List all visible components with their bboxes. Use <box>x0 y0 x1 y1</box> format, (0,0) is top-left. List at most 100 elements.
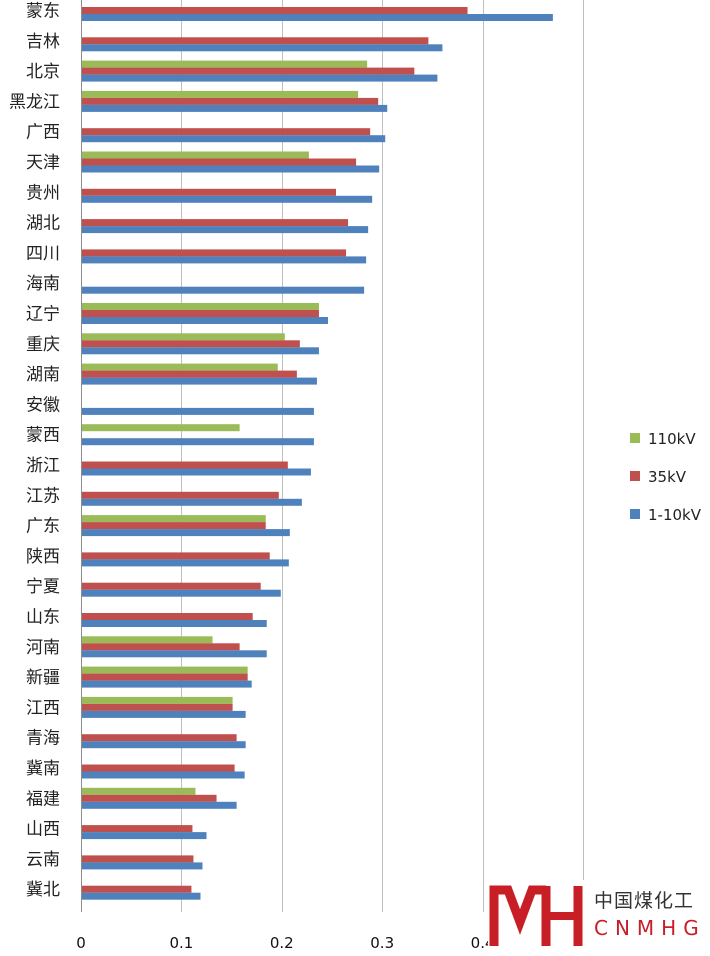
x-tick-label: 0.1 <box>169 934 193 952</box>
legend-label: 1-10kV <box>648 506 702 524</box>
bar-35kV <box>82 613 253 620</box>
bar-35kV <box>82 219 349 227</box>
bar-35kV <box>82 340 300 348</box>
bar-110kV <box>82 696 233 704</box>
bar-1-10kV <box>82 407 314 415</box>
bar-110kV <box>82 515 266 523</box>
bar-35kV <box>82 703 233 711</box>
category-label: 冀南 <box>26 759 60 779</box>
category-label: 重庆 <box>26 335 60 355</box>
bar-1-10kV <box>82 862 203 870</box>
bar-35kV <box>82 885 192 893</box>
bar-1-10kV <box>82 226 369 234</box>
bar-1-10kV <box>82 104 388 112</box>
bar-110kV <box>82 424 240 432</box>
category-label: 安徽 <box>26 395 60 415</box>
category-label: 北京 <box>26 62 60 82</box>
bar-1-10kV <box>82 892 201 900</box>
bar-35kV <box>82 370 297 378</box>
bars-layer <box>82 7 553 900</box>
bar-35kV <box>82 461 288 469</box>
bar-35kV <box>82 7 468 14</box>
category-labels: 蒙东吉林北京黑龙江广西天津贵州湖北四川海南辽宁重庆湖南安徽蒙西浙江江苏广东陕西宁… <box>9 2 60 901</box>
category-label: 新疆 <box>26 668 60 688</box>
category-label: 福建 <box>26 789 60 809</box>
category-label: 天津 <box>26 153 60 173</box>
bar-1-10kV <box>82 680 252 688</box>
bar-1-10kV <box>82 529 290 537</box>
category-label: 海南 <box>26 274 60 294</box>
bar-110kV <box>82 90 359 98</box>
bar-35kV <box>82 582 261 590</box>
bar-110kV <box>82 303 319 310</box>
bar-1-10kV <box>82 165 380 173</box>
category-label: 贵州 <box>26 183 60 203</box>
bar-1-10kV <box>82 44 443 52</box>
category-label: 吉林 <box>26 32 60 52</box>
category-label: 云南 <box>26 850 60 870</box>
bar-35kV <box>82 37 429 45</box>
category-label: 辽宁 <box>26 305 60 325</box>
category-label: 山东 <box>26 608 60 628</box>
legend: 110kV 35kV 1-10kV <box>630 430 702 524</box>
bar-1-10kV <box>82 801 237 809</box>
bar-35kV <box>82 673 248 681</box>
watermark-latin-text: CNMHG <box>594 916 706 940</box>
bar-1-10kV <box>82 771 245 779</box>
bar-35kV <box>82 522 266 530</box>
bar-1-10kV <box>82 498 302 506</box>
legend-swatch <box>630 471 640 481</box>
bar-35kV <box>82 794 217 802</box>
category-label: 青海 <box>26 729 60 749</box>
watermark-logo: 中国煤化工 CNMHG <box>488 880 710 952</box>
bar-35kV <box>82 734 237 742</box>
x-tick-label: 0.3 <box>370 934 394 952</box>
bar-1-10kV <box>82 559 289 567</box>
bar-35kV <box>82 188 337 196</box>
category-label: 冀北 <box>26 880 60 900</box>
bar-35kV <box>82 855 194 863</box>
category-label: 蒙西 <box>26 426 60 446</box>
bar-110kV <box>82 666 248 674</box>
category-label: 山西 <box>26 820 60 840</box>
category-label: 宁夏 <box>26 577 60 597</box>
bar-1-10kV <box>82 650 267 658</box>
bar-110kV <box>82 787 196 795</box>
bar-1-10kV <box>82 195 373 203</box>
bar-110kV <box>82 363 278 371</box>
category-label: 黑龙江 <box>9 92 60 112</box>
bar-1-10kV <box>82 256 367 264</box>
bar-1-10kV <box>82 741 246 749</box>
bar-1-10kV <box>82 438 314 446</box>
bar-35kV <box>82 764 235 772</box>
legend-swatch <box>630 433 640 443</box>
bar-35kV <box>82 158 357 166</box>
bar-110kV <box>82 151 309 159</box>
bar-1-10kV <box>82 135 386 143</box>
category-label: 湖南 <box>26 365 60 385</box>
bar-35kV <box>82 67 415 75</box>
logo-mark-icon <box>489 885 583 946</box>
category-label: 广东 <box>26 517 60 537</box>
bar-110kV <box>82 636 213 644</box>
bar-35kV <box>82 249 347 257</box>
x-tick-label: 0 <box>76 934 86 952</box>
bar-35kV <box>82 128 371 136</box>
x-tick-label: 0.2 <box>270 934 294 952</box>
bar-1-10kV <box>82 14 553 21</box>
bar-1-10kV <box>82 317 328 324</box>
legend-label: 110kV <box>648 430 696 448</box>
bar-1-10kV <box>82 620 267 627</box>
category-label: 广西 <box>26 123 60 143</box>
bar-1-10kV <box>82 468 311 476</box>
bar-1-10kV <box>82 589 281 597</box>
legend-swatch <box>630 509 640 519</box>
legend-label: 35kV <box>648 468 687 486</box>
category-label: 湖北 <box>26 214 60 234</box>
category-label: 江苏 <box>26 486 60 506</box>
category-label: 四川 <box>26 244 60 264</box>
bar-1-10kV <box>82 832 207 840</box>
bar-35kV <box>82 643 240 651</box>
